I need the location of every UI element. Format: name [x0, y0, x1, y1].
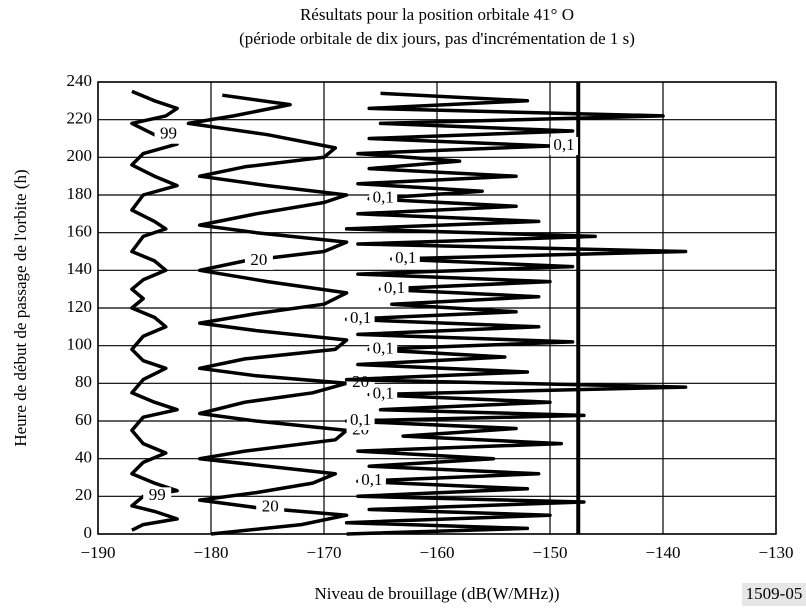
x-tick-label: −130 — [758, 543, 793, 562]
y-tick-label: 120 — [67, 297, 93, 316]
series-line — [344, 91, 688, 536]
series-label-bg — [346, 412, 375, 430]
series-label: 0,1 — [373, 338, 394, 357]
x-tick-label: −190 — [80, 543, 115, 562]
y-tick-label: 140 — [67, 259, 93, 278]
y-tick-label: 180 — [67, 184, 93, 203]
figure-id-bg — [742, 583, 806, 606]
series-label-bg — [369, 189, 398, 208]
series-label-bg — [369, 340, 398, 359]
series-label: 20 — [262, 497, 279, 516]
series-label: 0,1 — [350, 308, 371, 327]
series-label-bg — [369, 385, 398, 404]
series-label-bg — [143, 487, 172, 506]
y-tick-label: 20 — [75, 485, 92, 504]
series-label: 0,1 — [350, 410, 371, 429]
y-tick-label: 160 — [67, 222, 93, 241]
series-line — [186, 93, 349, 536]
series-label-bg — [391, 250, 420, 269]
y-tick-label: 220 — [67, 109, 93, 128]
series-label-bg — [380, 280, 409, 299]
series-label-bg — [550, 137, 578, 156]
chart-subtitle: (période orbitale de dix jours, pas d'in… — [239, 29, 635, 48]
series-label: 99 — [160, 124, 177, 143]
x-axis-label: Niveau de brouillage (dB(W/MHz)) — [315, 584, 560, 603]
series-label: 0,1 — [373, 188, 394, 207]
x-tick-label: −180 — [193, 543, 228, 562]
series-label-bg — [244, 251, 273, 270]
y-tick-label: 0 — [84, 523, 93, 542]
series-line — [130, 89, 179, 532]
series-label: 0,1 — [395, 248, 416, 267]
series-label-bg — [154, 125, 183, 144]
series-label: 99 — [149, 485, 166, 504]
y-tick-label: 240 — [67, 71, 93, 90]
y-tick-label: 40 — [75, 448, 92, 467]
series-label: 0,1 — [373, 384, 394, 403]
series-label: 20 — [250, 250, 267, 269]
series-label: 0,1 — [361, 470, 382, 489]
series-label-bg — [346, 310, 375, 329]
figure-id: 1509-05 — [746, 584, 803, 603]
y-tick-label: 80 — [75, 372, 92, 391]
series-label: 20 — [352, 372, 369, 391]
y-axis-label: Heure de début de passage de l'orbite (h… — [11, 169, 30, 446]
series-label: 0,1 — [553, 135, 574, 154]
series-label: 0,1 — [384, 278, 405, 297]
x-tick-label: −150 — [532, 543, 567, 562]
chart-title: Résultats pour la position orbitale 41° … — [300, 5, 574, 24]
y-tick-label: 100 — [67, 335, 93, 354]
series-label-bg — [256, 498, 285, 517]
x-tick-label: −170 — [306, 543, 341, 562]
x-tick-label: −140 — [645, 543, 680, 562]
y-tick-label: 200 — [67, 146, 93, 165]
series-label-bg — [357, 472, 386, 491]
x-tick-label: −160 — [419, 543, 454, 562]
y-tick-label: 60 — [75, 410, 92, 429]
